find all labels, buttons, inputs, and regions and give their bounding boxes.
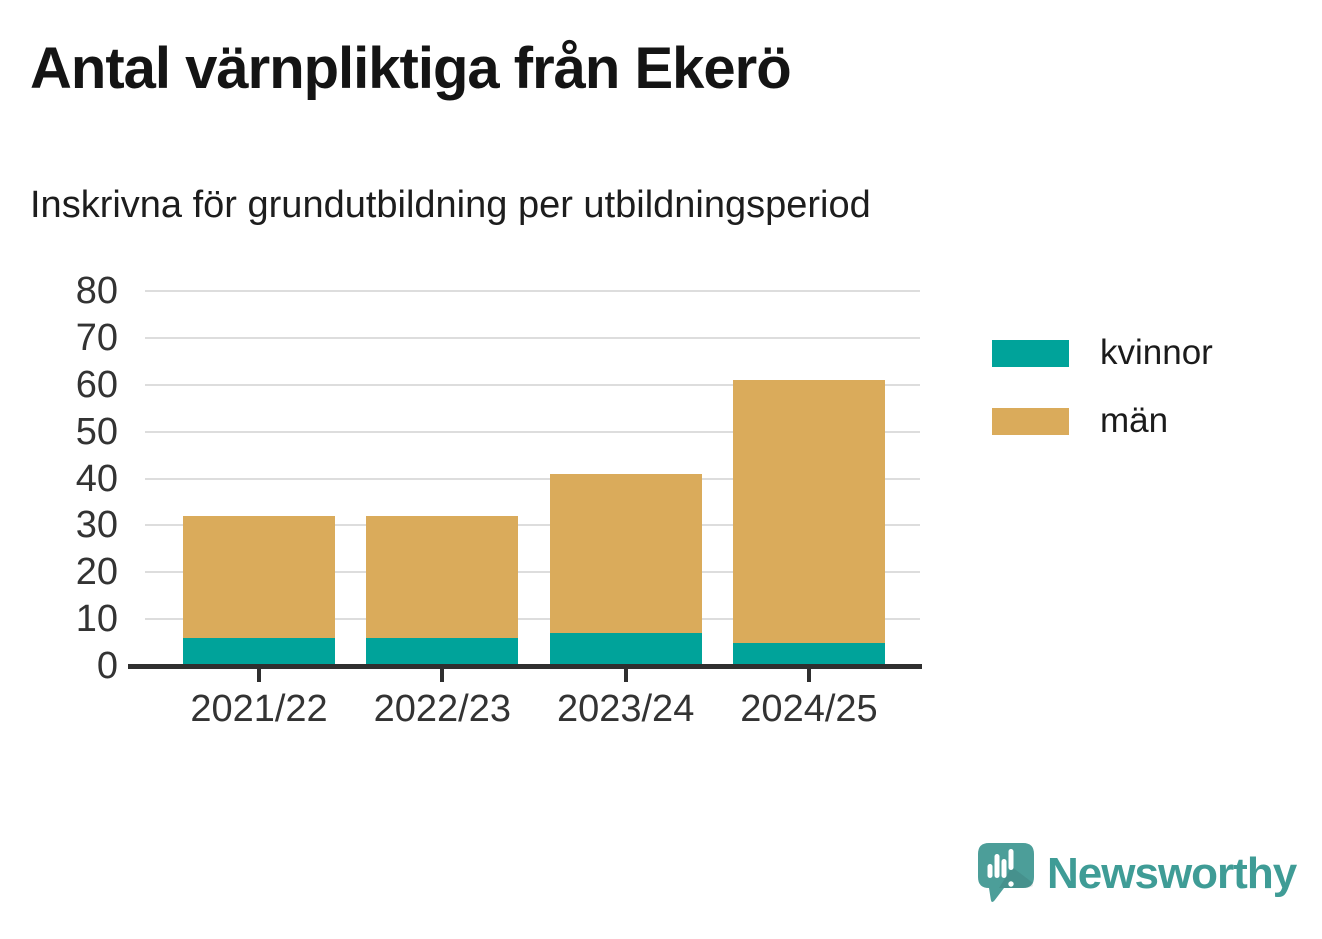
newsworthy-wordmark: Newsworthy [1047, 849, 1297, 898]
bar-segment-man [732, 380, 885, 643]
bar-segment-man [183, 516, 335, 638]
page-title: Antal värnpliktiga från Ekerö [30, 36, 792, 101]
gridline-80 [145, 290, 920, 292]
stacked-bar-2022-23 [366, 516, 519, 666]
stacked-bar-2024-25 [732, 380, 885, 666]
x-axis-tick [257, 669, 261, 682]
bar-segment-man [366, 516, 519, 638]
legend-item-kvinnor: kvinnor [992, 333, 1213, 373]
legend-swatch-man [992, 407, 1069, 435]
y-axis-tick-label-80: 80 [75, 270, 118, 312]
y-axis-tick-label-20: 20 [75, 551, 118, 594]
bar-segment-kvinnor [183, 637, 335, 666]
legend-label-kvinnor: kvinnor [1100, 333, 1213, 372]
gridline-30 [145, 524, 920, 527]
newsworthy-logo: Newsworthy [978, 843, 1297, 905]
chart-subtitle: Inskrivna för grundutbildning per utbild… [30, 184, 871, 226]
bar-segment-kvinnor [549, 633, 702, 666]
x-axis-tick-label: 2021/22 [190, 688, 328, 730]
legend-swatch-kvinnor [992, 339, 1069, 367]
y-axis-tick-label-10: 10 [75, 598, 118, 641]
gridline-40 [145, 477, 920, 480]
bar-segment-kvinnor [366, 637, 519, 666]
gridline-50 [145, 430, 920, 433]
legend-label-man: män [1100, 401, 1169, 440]
stacked-bar-2021-22 [183, 516, 335, 666]
x-axis-tick-label: 2022/23 [373, 688, 512, 730]
y-axis-tick-label-30: 30 [75, 504, 118, 547]
y-axis-tick-label-40: 40 [75, 457, 118, 500]
y-axis-tick-label-50: 50 [75, 410, 118, 453]
y-axis-tick-label-0: 0 [96, 645, 118, 687]
newsworthy-icon [978, 843, 1034, 903]
x-axis-tick [440, 669, 445, 682]
gridline-20 [145, 571, 920, 574]
stacked-bar-2023-24 [549, 473, 702, 666]
x-axis-tick-label: 2024/25 [740, 688, 878, 730]
plot-area [128, 290, 922, 669]
x-axis-line [128, 664, 922, 669]
bar-segment-man [549, 473, 702, 634]
gridline-70 [145, 336, 920, 339]
y-axis-tick-label-60: 60 [75, 363, 118, 406]
bar-segment-kvinnor [732, 642, 885, 666]
gridline-60 [145, 383, 920, 386]
legend-item-man: män [992, 401, 1213, 441]
gridline-10 [145, 618, 920, 621]
x-axis-tick [806, 669, 811, 682]
chart-legend: kvinnor män [992, 333, 1213, 469]
y-axis-tick-label-70: 70 [75, 316, 118, 359]
x-axis-tick-label: 2023/24 [556, 688, 695, 730]
x-axis-tick [623, 669, 628, 682]
